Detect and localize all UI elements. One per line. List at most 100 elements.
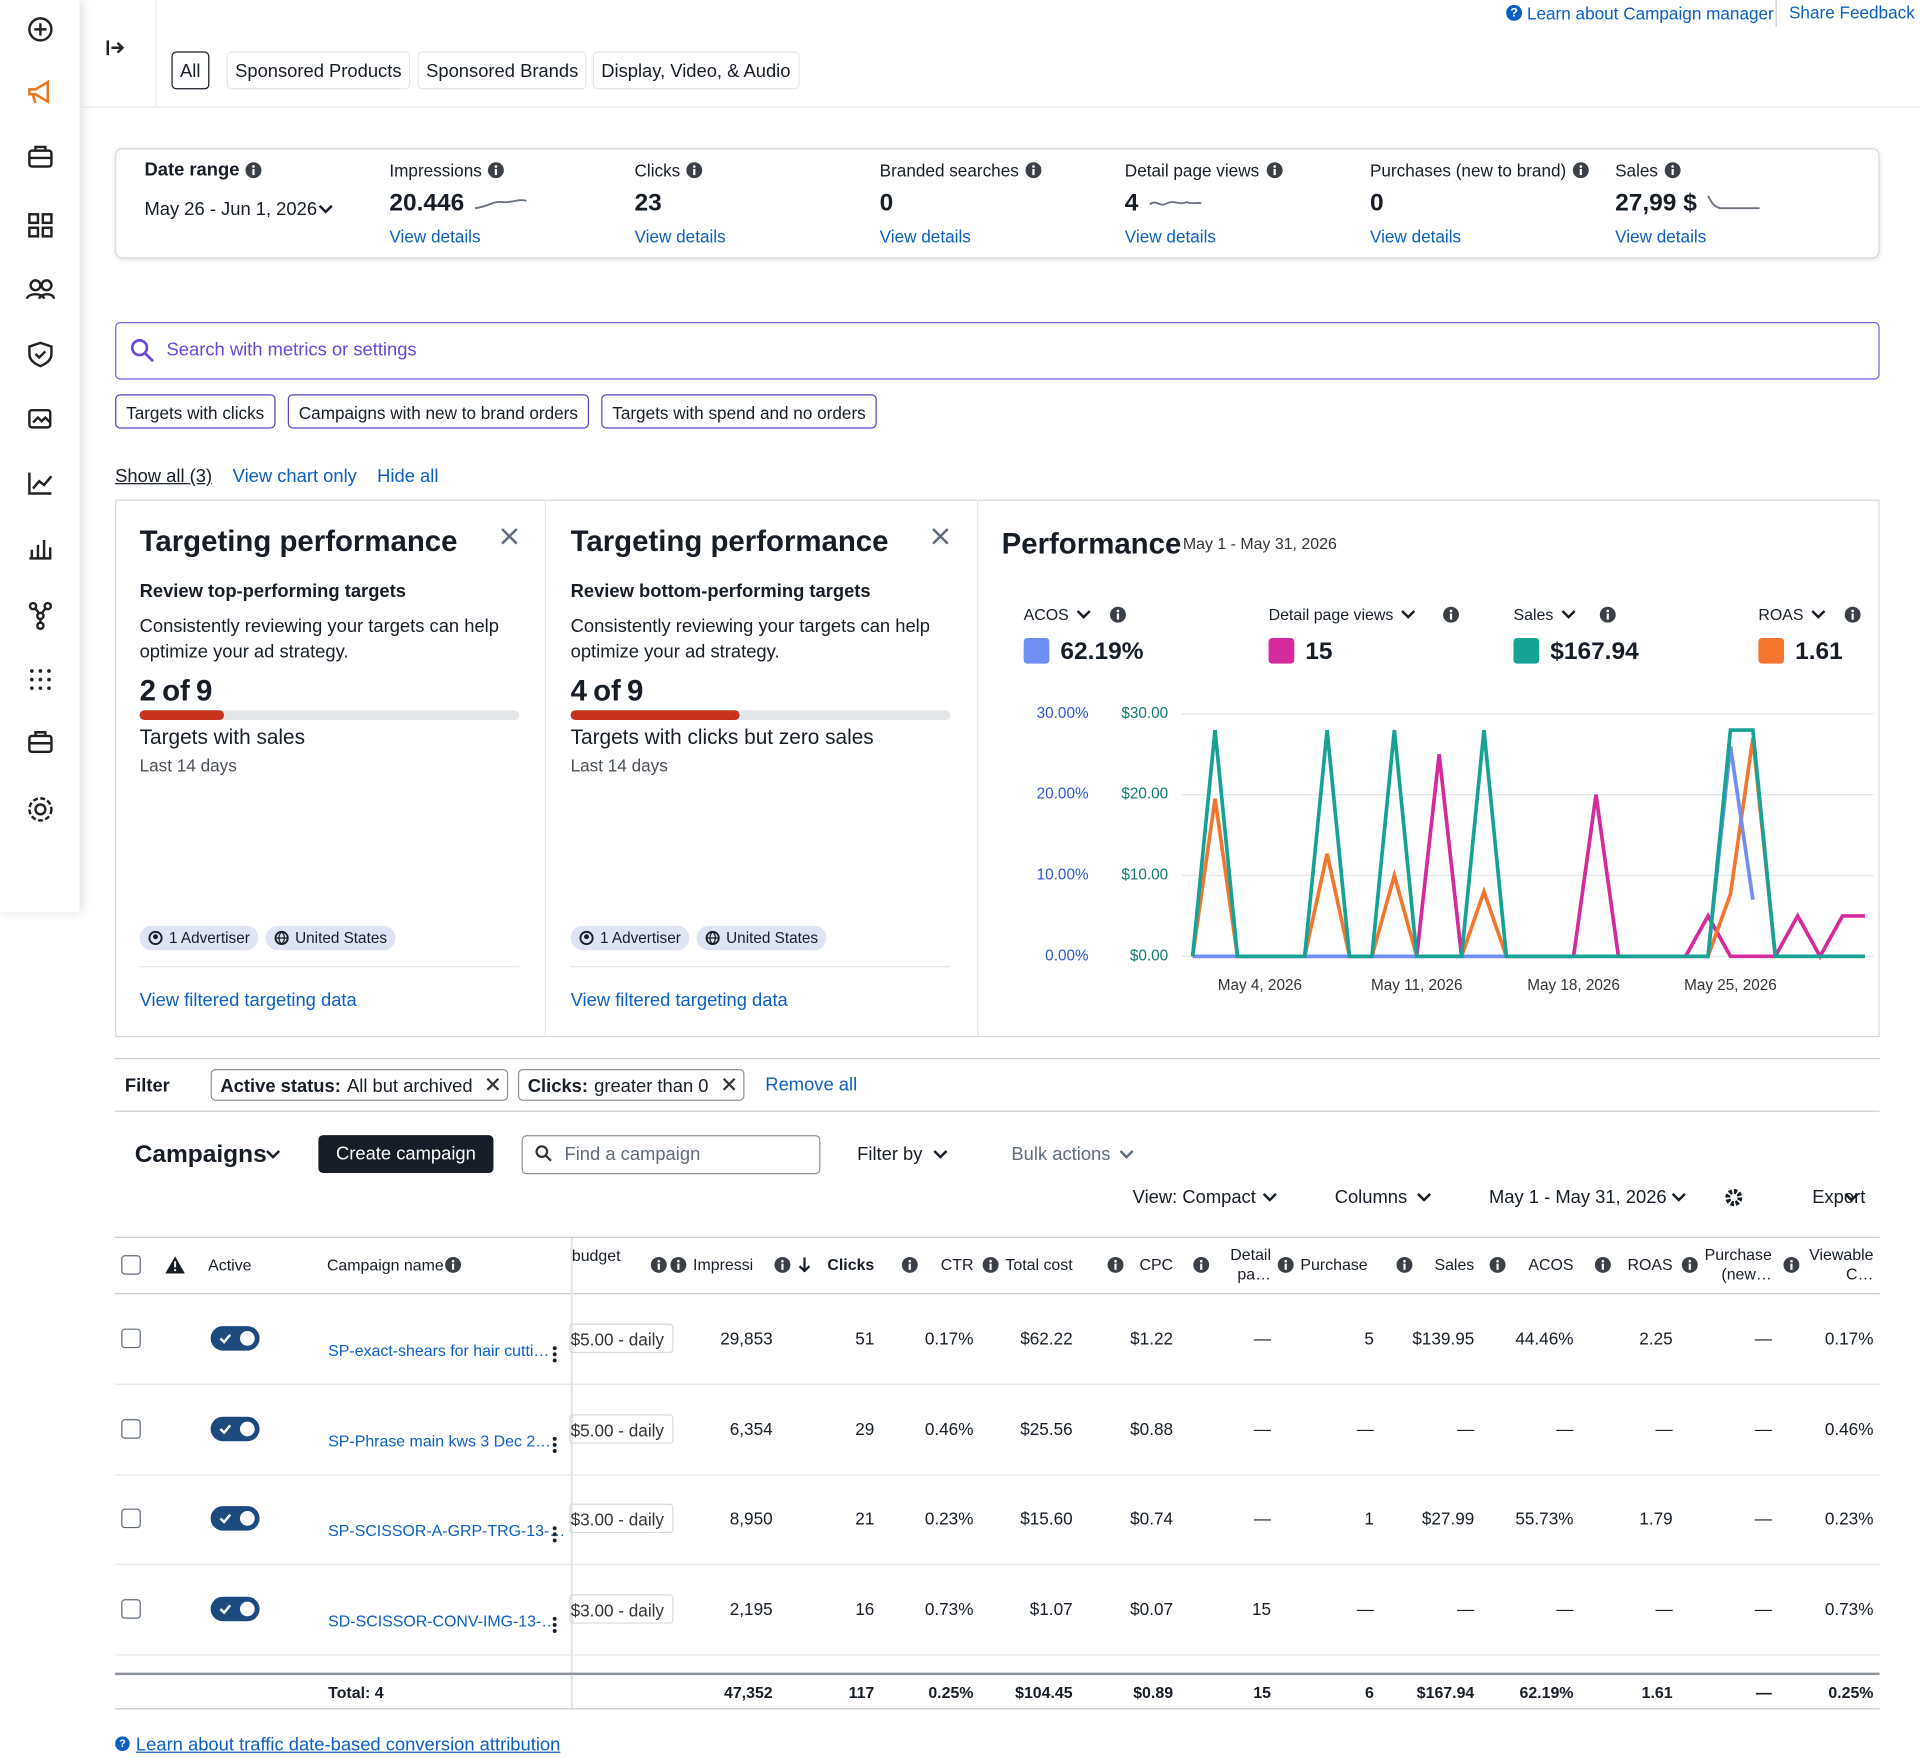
row-menu[interactable] xyxy=(551,1525,558,1545)
row-menu[interactable] xyxy=(551,1344,558,1364)
tab[interactable]: Sponsored Brands xyxy=(417,51,587,90)
export-button[interactable]: Export xyxy=(1812,1187,1866,1208)
row-menu[interactable] xyxy=(551,1615,558,1635)
chip-close[interactable] xyxy=(486,1077,500,1091)
chevron[interactable] xyxy=(1844,1193,1859,1203)
column-header[interactable]: Viewable C… xyxy=(1809,1245,1874,1284)
search-placeholder[interactable]: Search with metrics or settings xyxy=(166,339,417,361)
column-header[interactable]: Clicks xyxy=(827,1255,875,1274)
column-header[interactable]: ACOS xyxy=(1528,1255,1574,1274)
tab[interactable]: Sponsored Products xyxy=(226,51,411,90)
toggle-knob[interactable] xyxy=(211,1507,260,1531)
column-header[interactable]: Impressi xyxy=(693,1255,754,1274)
search-box[interactable] xyxy=(115,322,1880,380)
info-icon[interactable] xyxy=(901,1256,918,1273)
chevron[interactable] xyxy=(1671,1193,1686,1203)
budget-field[interactable]: $5.00 - daily xyxy=(569,1323,674,1354)
info-icon[interactable] xyxy=(1599,606,1616,623)
info-icon[interactable] xyxy=(1193,1256,1210,1273)
checkbox[interactable] xyxy=(121,1509,141,1529)
column-header[interactable]: Purchase xyxy=(1300,1255,1368,1274)
settings-icon[interactable] xyxy=(1724,1188,1744,1208)
info-icon[interactable] xyxy=(245,162,262,179)
expand-icon[interactable] xyxy=(105,38,125,58)
column-header[interactable]: ROAS xyxy=(1627,1255,1673,1274)
view-select[interactable]: View: Compact xyxy=(1132,1187,1256,1208)
info-icon[interactable] xyxy=(444,1256,462,1273)
info-icon[interactable] xyxy=(1277,1256,1294,1273)
suggestion-chip[interactable]: Targets with clicks xyxy=(115,394,276,429)
view-link[interactable]: View chart only xyxy=(232,465,357,487)
column-header[interactable]: Sales xyxy=(1434,1255,1475,1274)
view-link[interactable]: Hide all xyxy=(377,465,439,487)
toggle-knob[interactable] xyxy=(211,1416,260,1440)
chevron[interactable] xyxy=(1401,610,1416,620)
view-details-link[interactable]: View details xyxy=(879,226,971,247)
card-link[interactable]: View filtered targeting data xyxy=(570,990,788,1011)
column-header[interactable]: CPC xyxy=(1139,1255,1174,1274)
chevron[interactable] xyxy=(1076,610,1091,620)
chevron[interactable] xyxy=(1262,1193,1277,1203)
view-details-link[interactable]: View details xyxy=(389,226,481,247)
row-menu[interactable] xyxy=(551,1435,558,1455)
attribution-link[interactable]: Learn about traffic date-based conversio… xyxy=(135,1734,561,1756)
filter-chip[interactable]: Clicks: greater than 0 xyxy=(517,1068,745,1101)
campaign-name[interactable]: SP-exact-shears for hair cutti… xyxy=(328,1341,550,1360)
find-box[interactable] xyxy=(521,1135,821,1175)
chevron[interactable] xyxy=(933,1150,948,1160)
view-details-link[interactable]: View details xyxy=(1369,226,1462,247)
chevron[interactable] xyxy=(1119,1150,1134,1160)
info-icon[interactable] xyxy=(650,1256,667,1273)
toggle-knob[interactable] xyxy=(211,1597,260,1621)
filter-chip[interactable]: Active status: All but archived xyxy=(210,1068,509,1101)
checkbox[interactable] xyxy=(121,1418,141,1439)
columns-select[interactable]: Columns xyxy=(1334,1187,1408,1208)
chevron[interactable] xyxy=(266,1150,281,1160)
info-icon[interactable] xyxy=(1107,1256,1124,1273)
chevron[interactable] xyxy=(1811,610,1826,620)
remove-all-link[interactable]: Remove all xyxy=(765,1074,858,1096)
info-icon[interactable] xyxy=(1681,1256,1698,1273)
info-icon[interactable] xyxy=(774,1256,791,1273)
legend-name[interactable]: Sales xyxy=(1513,605,1554,624)
info-icon[interactable] xyxy=(1594,1256,1611,1273)
info-icon[interactable] xyxy=(1572,162,1589,179)
info-icon[interactable] xyxy=(1489,1256,1506,1273)
close-icon[interactable] xyxy=(501,528,518,545)
column-header[interactable]: Purchase (new… xyxy=(1704,1245,1772,1284)
info-icon[interactable] xyxy=(1396,1256,1413,1273)
legend-name[interactable]: ACOS xyxy=(1023,605,1069,624)
tab[interactable]: All xyxy=(171,51,209,90)
suggestion-chip[interactable]: Targets with spend and no orders xyxy=(601,394,877,429)
info-icon[interactable] xyxy=(1442,606,1459,623)
campaigns-title[interactable]: Campaigns xyxy=(134,1141,267,1169)
info-icon[interactable] xyxy=(1025,162,1042,179)
budget-field[interactable]: $3.00 - daily xyxy=(569,1504,674,1534)
column-header[interactable]: Total cost xyxy=(1005,1255,1073,1274)
chevron[interactable] xyxy=(1561,610,1576,620)
info-icon[interactable] xyxy=(487,162,504,179)
view-details-link[interactable]: View details xyxy=(1124,226,1216,247)
budget-field[interactable]: $5.00 - daily xyxy=(569,1413,674,1444)
toggle-knob[interactable] xyxy=(211,1326,260,1350)
suggestion-chip[interactable]: Campaigns with new to brand orders xyxy=(287,394,589,429)
column-header[interactable]: Detail pa… xyxy=(1230,1245,1272,1284)
campaign-name[interactable]: SP-SCISSOR-A-GRP-TRG-13-… xyxy=(328,1521,566,1541)
legend-name[interactable]: Detail page views xyxy=(1268,605,1394,624)
chevron[interactable] xyxy=(318,204,333,214)
legend-name[interactable]: ROAS xyxy=(1758,605,1804,624)
info-icon[interactable] xyxy=(670,1256,687,1273)
info-icon[interactable] xyxy=(1109,606,1126,623)
checkbox[interactable] xyxy=(121,1599,141,1619)
close-icon[interactable] xyxy=(932,528,949,545)
column-header[interactable]: CTR xyxy=(940,1255,974,1274)
info-icon[interactable] xyxy=(1664,162,1681,179)
tab[interactable]: Display, Video, & Audio xyxy=(592,51,800,90)
feedback-link[interactable]: Share Feedback xyxy=(1788,2,1915,23)
info-icon[interactable] xyxy=(1266,162,1283,179)
date-value[interactable]: May 26 - Jun 1, 2026 xyxy=(144,198,318,220)
checkbox[interactable] xyxy=(121,1328,141,1349)
view-details-link[interactable]: View details xyxy=(634,226,726,247)
budget-field[interactable]: $3.00 - daily xyxy=(569,1594,674,1624)
view-details-link[interactable]: View details xyxy=(1615,226,1707,247)
